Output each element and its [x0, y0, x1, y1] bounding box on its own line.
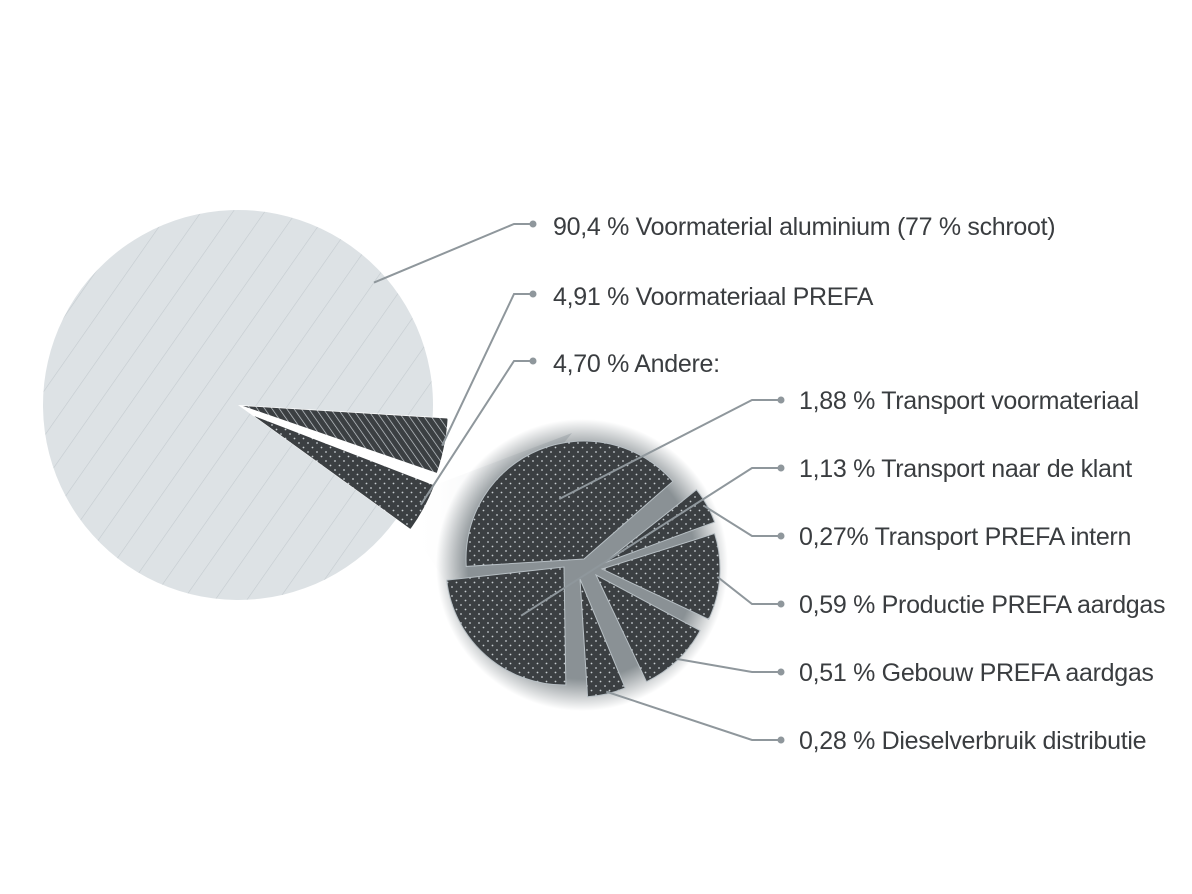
leader-dot	[529, 357, 537, 365]
main-slice-voormateriaal-prefa	[243, 406, 448, 473]
leader-line	[704, 505, 779, 537]
main-pie	[43, 210, 448, 600]
main-slice-voormaterial-aluminium	[43, 210, 434, 600]
leader-line	[716, 576, 779, 605]
leader-dot	[777, 736, 785, 744]
leader-line	[675, 657, 779, 673]
detail-slice-gebouw-prefa-aardgas	[594, 573, 701, 683]
label-transport-prefa-intern: 0,27% Transport PREFA intern	[799, 523, 1131, 551]
detail-slice-dieselverbruik-distributie	[579, 578, 626, 698]
label-andere: 4,70 % Andere:	[553, 350, 720, 378]
detail-pie	[446, 440, 721, 698]
label-transport-naar-de-klant: 1,13 % Transport naar de klant	[799, 455, 1132, 483]
label-gebouw-prefa-aardgas: 0,51 % Gebouw PREFA aardgas	[799, 659, 1154, 687]
leader-lines	[373, 220, 785, 744]
leader-dot	[777, 396, 785, 404]
leader-line	[605, 690, 779, 741]
leader-line	[441, 293, 531, 447]
leader-line	[373, 223, 531, 284]
label-transport-voormateriaal: 1,88 % Transport voormateriaal	[799, 387, 1139, 415]
label-voormaterial-aluminium: 90,4 % Voormaterial aluminium (77 % schr…	[553, 213, 1055, 241]
label-productie-prefa-aardgas: 0,59 % Productie PREFA aardgas	[799, 591, 1165, 619]
leader-dot	[529, 290, 537, 298]
leader-dot	[777, 464, 785, 472]
detail-slice-transport-voormateriaal	[465, 440, 674, 567]
leader-dot	[529, 220, 537, 228]
leader-dot	[777, 532, 785, 540]
main-slice-andere	[254, 416, 435, 529]
label-dieselverbruik-distributie: 0,28 % Dieselverbruik distributie	[799, 727, 1146, 755]
leader-line	[520, 467, 779, 617]
label-voormateriaal-prefa: 4,91 % Voormateriaal PREFA	[553, 283, 874, 311]
leader-line	[419, 360, 531, 506]
leader-line	[558, 399, 779, 500]
detail-slice-productie-prefa-aardgas	[600, 532, 721, 621]
slice-labels: 90,4 % Voormaterial aluminium (77 % schr…	[553, 213, 1166, 755]
leader-dot	[777, 668, 785, 676]
detail-slice-transport-naar-de-klant	[446, 566, 567, 686]
leader-dot	[777, 600, 785, 608]
